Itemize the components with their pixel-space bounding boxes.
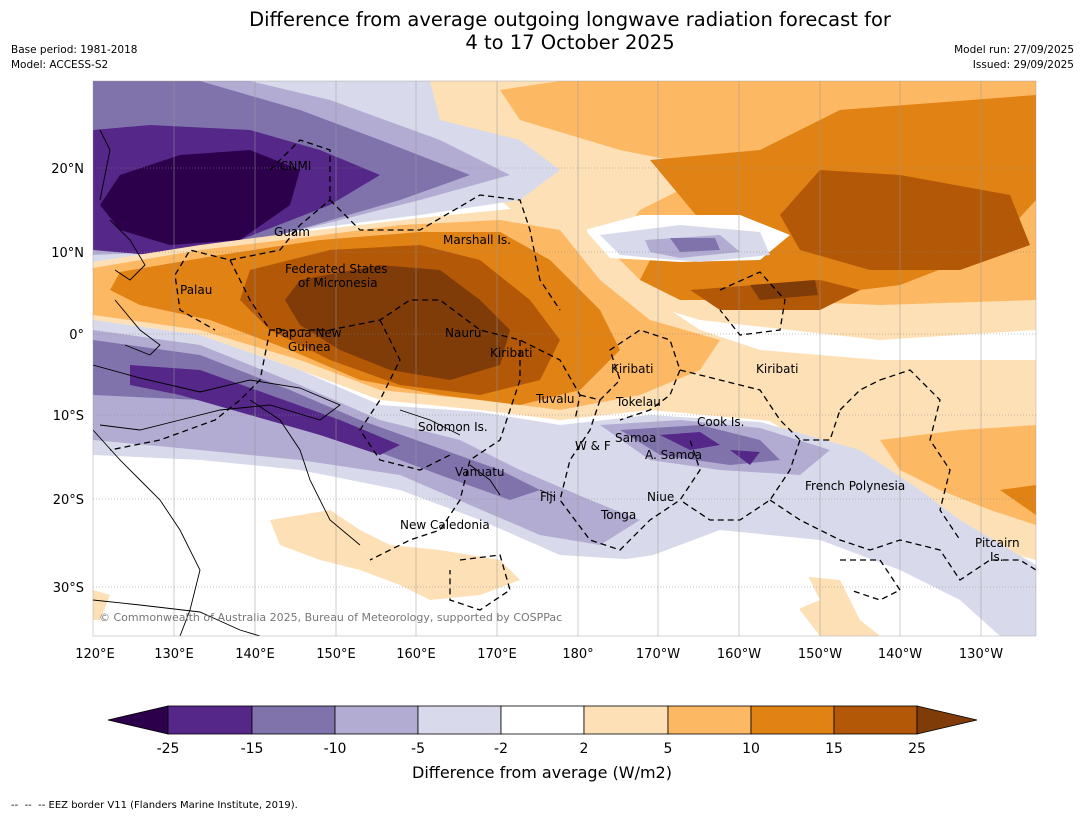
- label-kiribati-central: Kiribati: [611, 362, 653, 376]
- label-american-samoa: A. Samoa: [645, 448, 702, 462]
- label-nauru: Nauru: [445, 326, 481, 340]
- colorbar-segment: [833, 705, 918, 735]
- meta-left: Base period: 1981-2018 Model: ACCESS-S2: [11, 43, 137, 73]
- colorbar-tick: 15: [825, 741, 843, 757]
- copyright-notice: © Commonwealth of Australia 2025, Bureau…: [99, 611, 562, 624]
- label-png-line1: Papua New: [275, 326, 342, 340]
- label-pitcairn-line2: Is.: [990, 550, 1004, 564]
- coastlines: [93, 129, 556, 636]
- lon-label: 150°E: [316, 647, 356, 662]
- colorbar-segment: [167, 705, 253, 735]
- colorbar-segment: [251, 705, 336, 735]
- lat-label: 20°S: [53, 493, 84, 508]
- eez-legend-note: -- -- -- EEZ border V11 (Flanders Marine…: [11, 800, 298, 811]
- lon-label: 170°E: [477, 647, 517, 662]
- issued-date: Issued: 29/09/2025: [972, 59, 1074, 71]
- colorbar-tick: 2: [580, 741, 589, 757]
- lon-label: 180°: [562, 647, 593, 662]
- colorbar-tick: -5: [411, 741, 425, 757]
- chart-title: Difference from average outgoing longwav…: [0, 8, 1085, 54]
- colorbar-tick: -25: [157, 741, 180, 757]
- region-labels: CNMI Guam Marshall Is. Federated States …: [180, 159, 1020, 564]
- meta-right: Model run: 27/09/2025 Issued: 29/09/2025: [954, 43, 1074, 73]
- colorbar-segment: [667, 705, 752, 735]
- plot-frame: [92, 80, 1037, 637]
- lon-label: 150°W: [798, 647, 842, 662]
- label-new-caledonia: New Caledonia: [400, 518, 490, 532]
- lon-label: 160°E: [396, 647, 436, 662]
- label-kiribati-east: Kiribati: [756, 362, 798, 376]
- lon-label: 140°W: [878, 647, 922, 662]
- label-tokelau: Tokelau: [615, 395, 661, 409]
- colorbar-tick: 10: [742, 741, 760, 757]
- colorbar-label: Difference from average (W/m2): [412, 763, 672, 782]
- colorbar-tick: 25: [908, 741, 926, 757]
- label-fsm-line1: Federated States: [285, 262, 387, 276]
- colorbar: [107, 705, 978, 735]
- colorbar-tick: -15: [241, 741, 264, 757]
- model-run: Model run: 27/09/2025: [954, 44, 1074, 56]
- lat-label: 20°N: [51, 162, 84, 177]
- eez-borders: [109, 139, 1036, 611]
- label-png-line2: Guinea: [288, 340, 331, 354]
- colorbar-ticks: -25 -15 -10 -5 -2 2 5 10 15 25: [157, 741, 926, 757]
- lat-label: 30°S: [53, 581, 84, 596]
- label-tuvalu: Tuvalu: [535, 392, 575, 406]
- colorbar-low-extension: [107, 705, 169, 735]
- base-period: Base period: 1981-2018: [11, 44, 138, 56]
- lon-label: 170°W: [636, 647, 680, 662]
- label-vanuatu: Vanuatu: [455, 465, 505, 479]
- label-guam: Guam: [274, 225, 310, 239]
- lon-label: 120°E: [75, 647, 115, 662]
- colorbar-tick: -10: [324, 741, 347, 757]
- latitude-labels: 20°N 10°N 0° 10°S 20°S 30°S: [51, 162, 84, 596]
- anomaly-field: [93, 81, 1036, 636]
- label-cnmi: CNMI: [280, 159, 311, 173]
- label-wallis-futuna: W & F: [575, 439, 611, 453]
- colorbar-segment: [500, 705, 585, 735]
- lat-label: 10°N: [51, 246, 84, 261]
- label-fsm-line2: of Micronesia: [298, 276, 378, 290]
- longitude-labels: 120°E 130°E 140°E 150°E 160°E 170°E 180°…: [75, 647, 1003, 662]
- lat-label: 0°: [69, 328, 84, 343]
- label-niue: Niue: [647, 490, 674, 504]
- title-line-1: Difference from average outgoing longwav…: [249, 8, 891, 31]
- colorbar-segment: [417, 705, 502, 735]
- colorbar-tick: 5: [664, 741, 673, 757]
- label-pitcairn-line1: Pitcairn: [975, 536, 1020, 550]
- label-french-polynesia: French Polynesia: [805, 479, 905, 493]
- label-cook-is: Cook Is.: [697, 415, 744, 429]
- title-line-2: 4 to 17 October 2025: [465, 31, 675, 54]
- label-fiji: Fiji: [540, 490, 556, 504]
- model-name: Model: ACCESS-S2: [11, 59, 109, 71]
- lon-label: 160°W: [717, 647, 761, 662]
- lon-label: 140°E: [235, 647, 275, 662]
- label-marshall-is: Marshall Is.: [443, 233, 511, 247]
- label-solomon-is: Solomon Is.: [418, 420, 488, 434]
- colorbar-segment: [334, 705, 419, 735]
- lat-label: 10°S: [53, 409, 84, 424]
- label-samoa: Samoa: [615, 431, 656, 445]
- gridlines: [93, 167, 1036, 588]
- colorbar-high-extension: [916, 705, 978, 735]
- label-kiribati-west: Kiribati: [490, 346, 532, 360]
- label-tonga: Tonga: [600, 508, 636, 522]
- colorbar-segment: [750, 705, 835, 735]
- lon-label: 130°E: [154, 647, 194, 662]
- meridians: [173, 81, 982, 636]
- lon-label: 130°W: [959, 647, 1003, 662]
- colorbar-segment: [583, 705, 669, 735]
- label-palau: Palau: [180, 283, 212, 297]
- colorbar-tick: -2: [494, 741, 508, 757]
